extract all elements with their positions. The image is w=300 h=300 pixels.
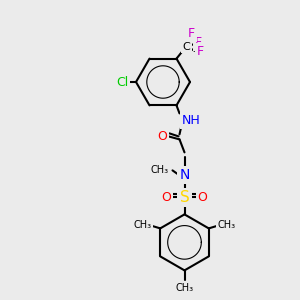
- Text: F: F: [195, 36, 202, 49]
- Text: F: F: [197, 45, 204, 58]
- Text: S: S: [180, 190, 189, 205]
- Text: CH₃: CH₃: [150, 165, 169, 176]
- Text: N: N: [179, 168, 190, 182]
- Text: CH₃: CH₃: [133, 220, 151, 230]
- Text: CH₃: CH₃: [176, 284, 194, 293]
- Text: O: O: [158, 130, 167, 143]
- Text: F: F: [188, 27, 195, 40]
- Text: NH: NH: [182, 114, 201, 127]
- Text: O: O: [162, 191, 171, 204]
- Text: CH₃: CH₃: [218, 220, 236, 230]
- Text: O: O: [198, 191, 207, 204]
- Text: C: C: [183, 42, 190, 52]
- Text: Cl: Cl: [116, 76, 128, 88]
